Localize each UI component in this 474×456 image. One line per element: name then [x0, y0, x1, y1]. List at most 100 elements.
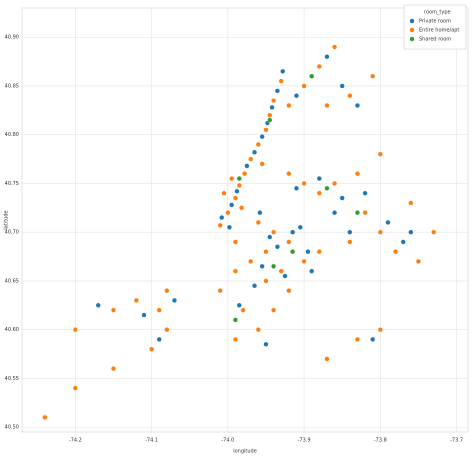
point [240, 307, 246, 313]
point [377, 327, 383, 333]
point [392, 249, 399, 255]
y-tick-label: 40.65 [5, 278, 19, 284]
point [354, 102, 361, 109]
x-axis-label: longitude [233, 449, 257, 455]
point [316, 63, 322, 70]
point [347, 229, 353, 235]
point [324, 356, 330, 362]
legend-marker [409, 27, 415, 33]
point [133, 297, 139, 304]
legend-marker [409, 18, 415, 24]
point [232, 239, 239, 245]
point [219, 214, 225, 221]
point [324, 102, 330, 109]
point [286, 102, 292, 109]
point [362, 210, 368, 216]
point [370, 73, 376, 79]
point [301, 83, 307, 89]
y-tick-label: 40.60 [5, 327, 19, 333]
x-tick-label: -73.7 [450, 438, 463, 444]
legend-label: Shared room [419, 37, 451, 43]
plot-area [21, 7, 469, 433]
point [232, 195, 239, 201]
x-tick-label: -74.0 [221, 438, 234, 444]
y-tick-label: 40.85 [5, 83, 19, 89]
point [347, 239, 353, 245]
point [263, 341, 269, 347]
legend-box [403, 4, 467, 50]
point [141, 312, 147, 318]
point [347, 93, 353, 99]
x-tick-label: -74.2 [69, 438, 82, 444]
point [259, 134, 265, 140]
point [259, 161, 265, 167]
point [217, 288, 223, 294]
point [408, 200, 414, 206]
point [263, 127, 269, 133]
y-tick-label: 40.55 [5, 376, 19, 382]
x-tick-label: -74.1 [145, 438, 158, 444]
point [385, 219, 391, 226]
point [236, 182, 242, 188]
point [267, 117, 273, 123]
point [278, 78, 284, 84]
point [309, 268, 315, 274]
legend-label: Entire home/apt [419, 28, 459, 34]
point [362, 190, 368, 196]
point [270, 97, 277, 104]
point [248, 258, 254, 265]
point [232, 317, 239, 323]
legend-marker [409, 36, 415, 42]
point [234, 188, 240, 194]
point [255, 219, 261, 226]
point [309, 73, 315, 79]
point [251, 149, 258, 155]
point [280, 68, 286, 74]
point [316, 190, 322, 196]
point [377, 151, 383, 157]
point [324, 185, 330, 191]
y-axis-label: latitude [4, 210, 10, 229]
point [331, 180, 338, 187]
legend-label: Private room [419, 19, 451, 25]
point [408, 229, 414, 235]
point [282, 273, 288, 279]
point [42, 414, 48, 420]
point [225, 210, 231, 216]
point [274, 244, 281, 250]
point [238, 205, 245, 211]
point [316, 175, 322, 182]
point [251, 283, 258, 289]
point [331, 210, 338, 216]
point [236, 302, 242, 308]
point [400, 239, 406, 245]
point [263, 249, 269, 255]
point [339, 83, 345, 89]
point [232, 268, 239, 274]
point [110, 366, 117, 372]
legend: room_type Private room Entire home/apt Shar… [403, 4, 467, 50]
legend-title: room_type [424, 10, 451, 16]
point [297, 224, 303, 230]
point [316, 249, 322, 255]
point [217, 222, 223, 228]
y-tick-label: 40.80 [5, 132, 19, 138]
point [324, 54, 330, 60]
point [156, 307, 162, 313]
point [236, 175, 242, 182]
point [244, 163, 250, 169]
point [221, 190, 227, 196]
point [164, 327, 170, 333]
point [171, 297, 178, 304]
point [255, 327, 261, 333]
point [110, 307, 117, 313]
point [301, 180, 307, 187]
point [339, 195, 345, 201]
y-tick-label: 40.70 [5, 230, 19, 236]
point [72, 385, 78, 391]
point [415, 258, 422, 265]
y-tick-label: 40.75 [5, 181, 19, 187]
point [286, 239, 292, 245]
point [72, 327, 78, 333]
